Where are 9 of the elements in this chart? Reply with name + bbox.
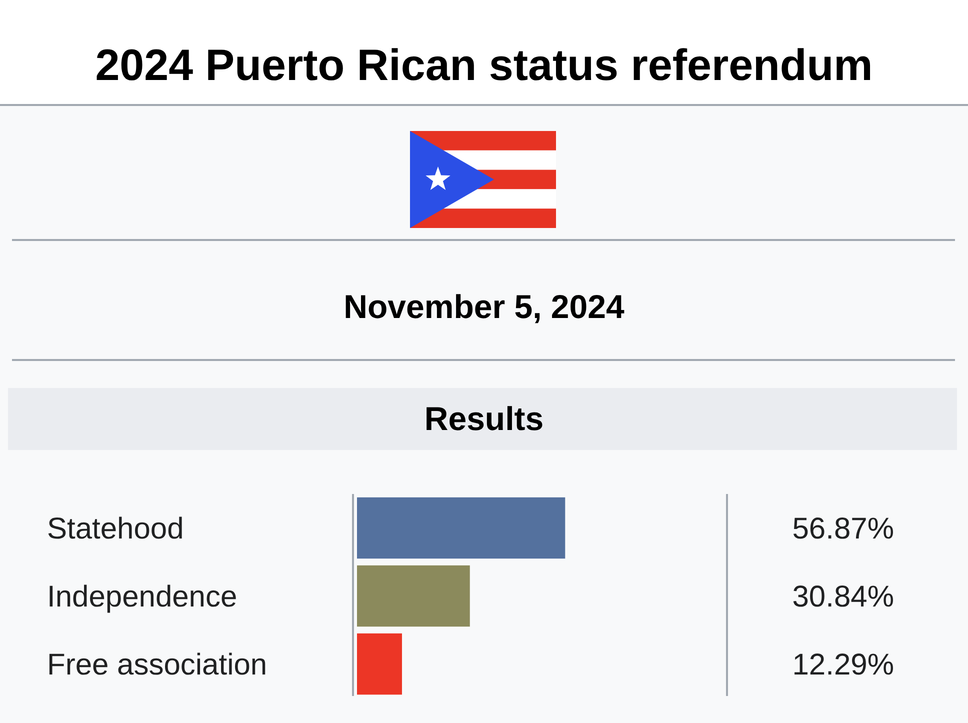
y-tick-label: Independence (47, 580, 238, 614)
data-label: 12.29% (792, 648, 894, 682)
chart-subtitle: November 5, 2024 (344, 288, 625, 325)
text: Results (424, 400, 544, 437)
chart-title: 2024 Puerto Rican status referendum (95, 41, 873, 90)
data-label: 30.84% (792, 580, 894, 614)
y-tick-label: Free association (47, 648, 268, 682)
y-tick-label: Statehood (47, 512, 184, 546)
data-label: 56.87% (792, 512, 894, 546)
